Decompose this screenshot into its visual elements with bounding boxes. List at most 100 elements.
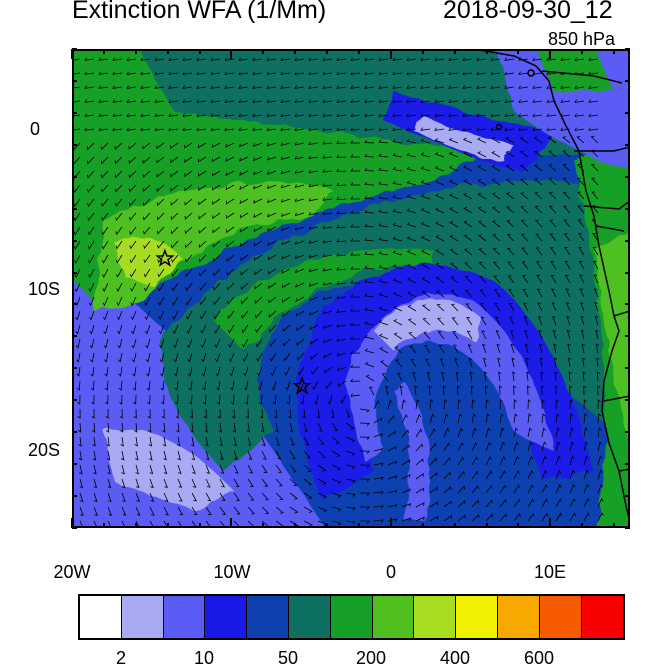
wind-barb [148,436,153,447]
wind-barb [336,182,347,187]
wind-barb [88,282,95,293]
wind-barb [171,254,179,263]
wind-barb [104,380,109,391]
wind-barb [550,274,557,284]
wind-barb [359,492,370,496]
wind-barb [275,450,282,460]
colorbar-label-400: 400 [439,648,471,668]
wind-barb [212,240,221,248]
wind-barb [471,499,480,508]
wind-barb [75,310,81,321]
axis-tick [625,495,630,498]
wind-barb [322,268,333,272]
axis-tick [262,523,265,528]
wind-barb [289,450,296,459]
wind-barb [182,57,193,61]
wind-barb [74,198,81,208]
wind-barb [210,85,221,89]
wind-barb [142,198,151,207]
wind-barb [434,99,445,103]
wind-barb [176,436,181,447]
wind-barb [135,492,141,502]
wind-barb [140,57,151,61]
axis-tick [71,49,73,59]
wind-barb [466,317,473,326]
wind-barb [378,153,389,158]
wind-barb [508,289,515,298]
wind-barb [373,462,384,467]
wind-barb [98,85,109,89]
wind-barb [523,316,529,326]
wind-barb [74,72,81,75]
wind-barb [535,261,543,270]
wind-barb [198,170,207,177]
wind-barb [407,304,417,312]
wind-barb [149,520,154,526]
wind-barb [252,57,263,61]
wind-barb [289,478,298,487]
wind-barb [74,114,81,117]
wind-barb [565,288,571,298]
wind-barb [463,248,473,256]
wind-barb [212,254,221,263]
wind-barb [591,177,599,186]
wind-barb [105,422,110,433]
wind-barb [175,408,179,419]
wind-barb [546,113,557,117]
wind-barb [210,99,221,103]
wind-barb [170,226,179,235]
wind-barb [322,239,333,244]
wind-barb [336,224,347,229]
wind-barb [345,422,355,430]
wind-barb [240,268,249,276]
wind-barb [281,212,291,217]
wind-barb [308,99,319,103]
wind-barb [275,520,284,526]
wind-barb [216,380,221,391]
wind-barb [550,288,557,298]
wind-barb [303,506,313,513]
wind-barb [406,249,417,256]
wind-barb [448,151,459,158]
wind-barb [512,371,516,382]
wind-barb [583,469,589,480]
wind-barb [229,366,235,377]
wind-barb [464,262,473,270]
wind-barb [102,296,109,307]
wind-barb [401,503,411,508]
wind-barb [196,113,207,117]
wind-barb [199,296,207,306]
wind-barb [566,316,571,326]
wind-barb [392,85,403,89]
wind-barb [190,422,194,433]
wind-barb [527,484,534,494]
wind-barb [308,183,319,188]
wind-barb [198,240,207,249]
wind-barb [462,99,473,103]
wind-barb [233,478,240,488]
wind-barb [401,517,412,522]
wind-barb [239,142,249,148]
wind-barb [176,422,180,433]
wind-barb [450,303,459,312]
wind-barb [464,275,473,284]
wind-barb [256,366,263,377]
wind-barb [469,371,474,382]
lat-label-20s: 20S [27,440,60,460]
axis-tick [625,367,630,370]
wind-barb [569,512,577,522]
wind-barb [294,184,305,188]
wind-barb [564,247,571,256]
wind-barb [140,127,151,131]
wind-barb [578,247,585,256]
wind-barb [345,506,356,511]
wind-barb [135,478,140,489]
wind-barb [336,281,347,285]
wind-barb [451,317,459,326]
wind-barb [350,364,361,368]
wind-barb [172,310,179,320]
wind-barb [158,324,165,335]
axis-tick [625,463,630,466]
wind-barb [449,234,459,242]
wind-barb [126,113,137,117]
